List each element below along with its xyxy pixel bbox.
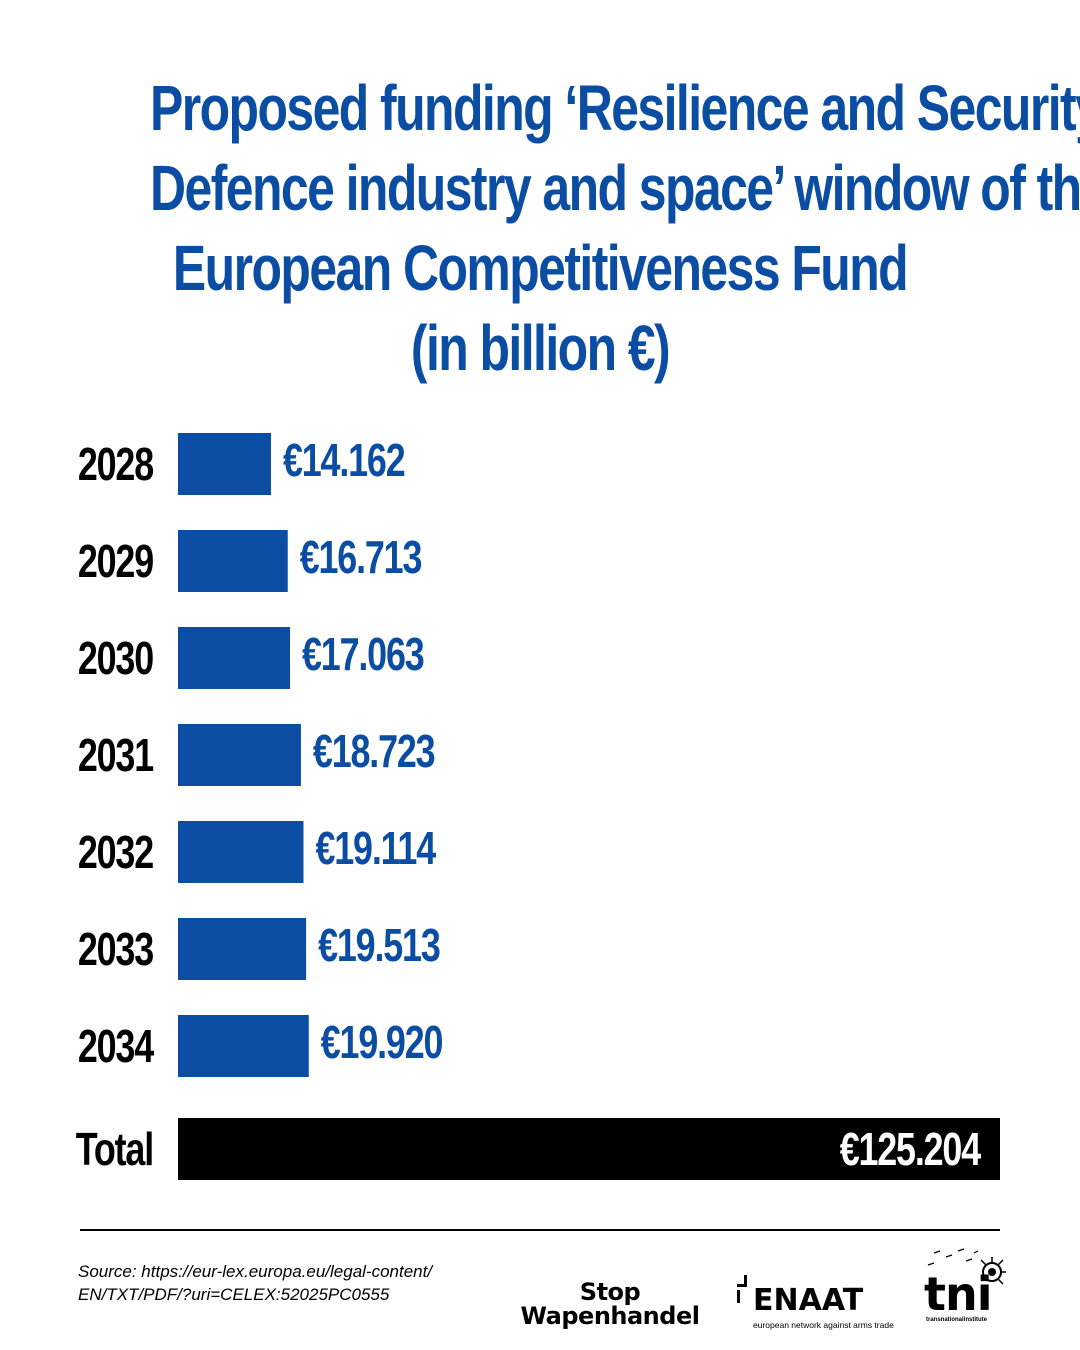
footer-divider bbox=[80, 1229, 1000, 1231]
stop-wapenhandel-line2: Wapenhandel bbox=[520, 1302, 700, 1330]
year-label: 2033 bbox=[78, 924, 153, 975]
source-note: Source: https://eur-lex.europa.eu/legal-… bbox=[78, 1260, 498, 1306]
bar-2034 bbox=[178, 1015, 309, 1077]
source-line: EN/TXT/PDF/?uri=CELEX:52025PC0555 bbox=[78, 1285, 390, 1304]
enaat-name: ENAAT bbox=[753, 1283, 864, 1318]
title-line: European Competitiveness Fund bbox=[172, 232, 909, 304]
title-line: Defence industry and space’ window of th… bbox=[150, 152, 1080, 224]
value-label: €19.513 bbox=[318, 920, 440, 971]
bar-2028 bbox=[178, 433, 271, 495]
chart-title: Proposed funding ‘Resilience and Securit… bbox=[150, 68, 1080, 388]
title-line: (in billion €) bbox=[410, 312, 671, 384]
bar-2033 bbox=[178, 918, 307, 980]
enaat-tagline: european network against arms trade bbox=[753, 1320, 894, 1330]
year-label: 2030 bbox=[78, 633, 153, 684]
value-label: €19.920 bbox=[321, 1017, 443, 1068]
total-label: Total bbox=[76, 1124, 153, 1175]
total-value-label: €125.204 bbox=[840, 1124, 982, 1175]
stop-wapenhandel-line1: Stop bbox=[579, 1278, 641, 1306]
value-label: €18.723 bbox=[313, 726, 435, 777]
year-label: 2028 bbox=[78, 439, 153, 490]
bar-2031 bbox=[178, 724, 301, 786]
bar-2032 bbox=[178, 821, 304, 883]
tni-logo: tni transnationalinstitute bbox=[920, 1245, 1010, 1330]
year-label: 2032 bbox=[78, 827, 153, 878]
dandelion-icon bbox=[927, 1248, 1006, 1285]
stop-wapenhandel-logo: Stop Wapenhandel bbox=[515, 1280, 705, 1328]
bar-total bbox=[178, 1118, 1000, 1180]
bar-2030 bbox=[178, 627, 291, 689]
year-label: 2031 bbox=[78, 730, 153, 781]
value-label: €19.114 bbox=[315, 823, 436, 874]
bar-chart: 2028 €14.162 2029 €16.713 2030 €17.063 2031 €18… bbox=[76, 433, 1000, 1180]
year-label: 2029 bbox=[78, 536, 153, 587]
value-label: €17.063 bbox=[302, 629, 424, 680]
tni-name: tni bbox=[924, 1267, 993, 1321]
bar-2029 bbox=[178, 530, 288, 592]
value-label: €16.713 bbox=[300, 532, 422, 583]
enaat-corner-icon bbox=[737, 1275, 747, 1303]
source-line: Source: https://eur-lex.europa.eu/legal-… bbox=[78, 1262, 433, 1281]
value-label: €14.162 bbox=[283, 435, 405, 486]
title-line: Proposed funding ‘Resilience and Securit… bbox=[150, 72, 1080, 144]
year-label: 2034 bbox=[78, 1021, 154, 1072]
tni-tagline: transnationalinstitute bbox=[926, 1317, 988, 1323]
enaat-logo: ENAAT european network against arms trad… bbox=[735, 1275, 905, 1335]
